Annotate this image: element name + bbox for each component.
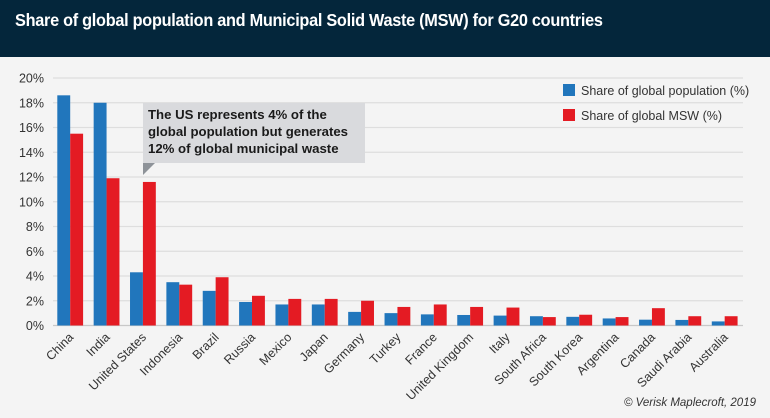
bar-msw xyxy=(179,284,193,326)
bar-msw xyxy=(106,178,120,326)
annotation-text: The US represents 4% of the global popul… xyxy=(148,107,349,156)
bar-msw xyxy=(252,295,265,326)
y-tick-label: 10% xyxy=(19,195,44,209)
bar-population xyxy=(457,314,471,326)
bar-msw xyxy=(215,277,229,326)
x-tick-label: United Kingdom xyxy=(403,330,476,403)
bar-population xyxy=(602,318,616,326)
x-tick-label: Russia xyxy=(221,330,258,367)
bar-population xyxy=(202,290,216,326)
bar-msw xyxy=(579,314,593,326)
y-tick-label: 20% xyxy=(19,72,44,86)
y-tick-label: 6% xyxy=(26,245,44,259)
y-tick-label: 18% xyxy=(19,96,44,110)
bar-population xyxy=(566,316,580,326)
y-tick-label: 0% xyxy=(26,319,44,333)
legend-label-population: Share of global population (%) xyxy=(581,84,749,98)
bar-msw xyxy=(470,306,484,326)
chart-header: Share of global population and Municipal… xyxy=(0,0,770,57)
bar-population xyxy=(93,102,107,326)
bar-population xyxy=(639,319,652,326)
bar-msw xyxy=(397,306,411,326)
chart-title: Share of global population and Municipal… xyxy=(15,10,603,30)
y-tick-label: 8% xyxy=(26,220,44,234)
bar-population xyxy=(57,95,71,326)
bar-msw xyxy=(433,304,447,326)
bar-population xyxy=(529,316,543,326)
annotation-callout: The US represents 4% of the global popul… xyxy=(143,103,365,163)
x-tick-label: Germany xyxy=(321,330,368,377)
bar-msw xyxy=(688,316,702,326)
bar-msw xyxy=(361,300,374,326)
bar-population xyxy=(130,272,143,326)
y-tick-label: 16% xyxy=(19,121,44,135)
source-credit: © Verisk Maplecroft, 2019 xyxy=(623,397,756,409)
y-tick-label: 2% xyxy=(26,294,44,308)
x-tick-label: Mexico xyxy=(257,330,295,368)
bar-population xyxy=(311,304,325,326)
bar-msw xyxy=(724,316,738,326)
bars xyxy=(57,95,738,326)
bar-msw xyxy=(288,298,302,326)
bar-msw xyxy=(142,181,156,326)
y-tick-label: 4% xyxy=(26,270,44,284)
x-tick-label: Italy xyxy=(487,330,514,357)
bar-msw xyxy=(324,298,338,326)
y-axis-ticks: 0% 2% 4% 6% 8% 10% 12% 14% 16% 18% 20% xyxy=(19,72,44,334)
bar-population xyxy=(239,301,252,326)
x-tick-label: Brazil xyxy=(190,330,222,362)
x-tick-label: China xyxy=(43,330,76,363)
x-tick-label: Australia xyxy=(687,330,731,374)
y-tick-label: 14% xyxy=(19,146,44,160)
bar-population xyxy=(675,319,689,326)
annotation-pointer xyxy=(143,163,155,175)
bar-msw xyxy=(506,307,520,326)
bar-population xyxy=(493,315,507,326)
bar-population xyxy=(166,282,180,326)
y-tick-label: 12% xyxy=(19,171,44,185)
legend-swatch-msw xyxy=(563,109,575,121)
legend-swatch-population xyxy=(563,84,575,96)
bar-population xyxy=(711,321,725,326)
bar-msw xyxy=(615,317,629,326)
bar-msw xyxy=(70,133,84,326)
x-tick-label: Turkey xyxy=(367,330,404,367)
bar-population xyxy=(275,304,289,326)
x-tick-label: India xyxy=(84,330,113,359)
x-tick-label: Japan xyxy=(297,330,331,364)
bar-population xyxy=(420,314,434,326)
bar-msw xyxy=(651,308,665,326)
bar-msw xyxy=(542,317,556,326)
legend-label-msw: Share of global MSW (%) xyxy=(581,109,722,123)
bar-population xyxy=(384,313,398,326)
legend: Share of global population (%) Share of … xyxy=(563,84,749,123)
bar-population xyxy=(348,311,362,326)
